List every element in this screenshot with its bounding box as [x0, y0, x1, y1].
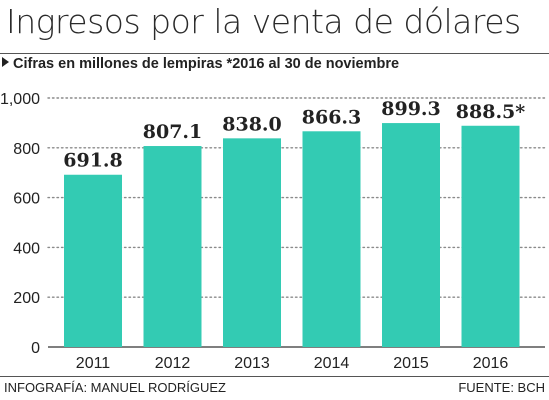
y-tick-label: 400	[13, 240, 40, 257]
x-tick-label: 2013	[234, 355, 270, 372]
data-label: 888.5*	[456, 101, 525, 123]
y-tick-label: 800	[13, 141, 40, 158]
bar	[64, 174, 122, 347]
y-tick-label: 200	[13, 290, 40, 307]
triangle-marker-icon	[2, 57, 9, 67]
data-labels: 691.8 807.1 838.0 866.3 899.3 888.5*	[63, 98, 525, 172]
title-rule	[0, 53, 549, 54]
bar	[302, 131, 361, 347]
x-tick-label: 2011	[76, 355, 111, 372]
data-label: 899.3	[381, 98, 441, 120]
x-axis-ticks: 2011 2012 2013 2014 2015 2016	[76, 355, 509, 372]
credit-text: INFOGRAFÍA: MANUEL RODRÍGUEZ	[4, 380, 226, 395]
source-text: FUENTE: BCH	[458, 380, 545, 395]
bar	[223, 138, 281, 347]
data-label: 866.3	[302, 106, 362, 128]
x-tick-label: 2015	[393, 355, 429, 372]
data-label: 691.8	[63, 150, 123, 172]
bar	[461, 125, 520, 347]
bar	[382, 123, 440, 347]
bars	[64, 123, 520, 347]
y-tick-label: 600	[13, 191, 40, 208]
y-tick-label: 0	[31, 340, 40, 357]
chart-subtitle: Cifras en millones de lempiras *2016 al …	[13, 56, 400, 72]
x-tick-label: 2014	[314, 355, 350, 372]
x-tick-label: 2012	[155, 355, 191, 372]
footer-rule	[0, 376, 549, 377]
y-tick-label: 1,000	[0, 91, 40, 108]
data-label: 838.0	[222, 113, 282, 135]
bar	[143, 146, 202, 347]
data-label: 807.1	[143, 121, 203, 143]
chart-title: Ingresos por la venta de dólares	[6, 2, 521, 41]
x-tick-label: 2016	[473, 355, 509, 372]
y-axis-ticks: 0 200 400 600 800 1,000	[0, 91, 40, 357]
chart-subtitle-row: Cifras en millones de lempiras *2016 al …	[0, 56, 399, 72]
bar-chart: 0 200 400 600 800 1,000 691.8 807.1 838.0 866.3 8…	[0, 91, 546, 372]
